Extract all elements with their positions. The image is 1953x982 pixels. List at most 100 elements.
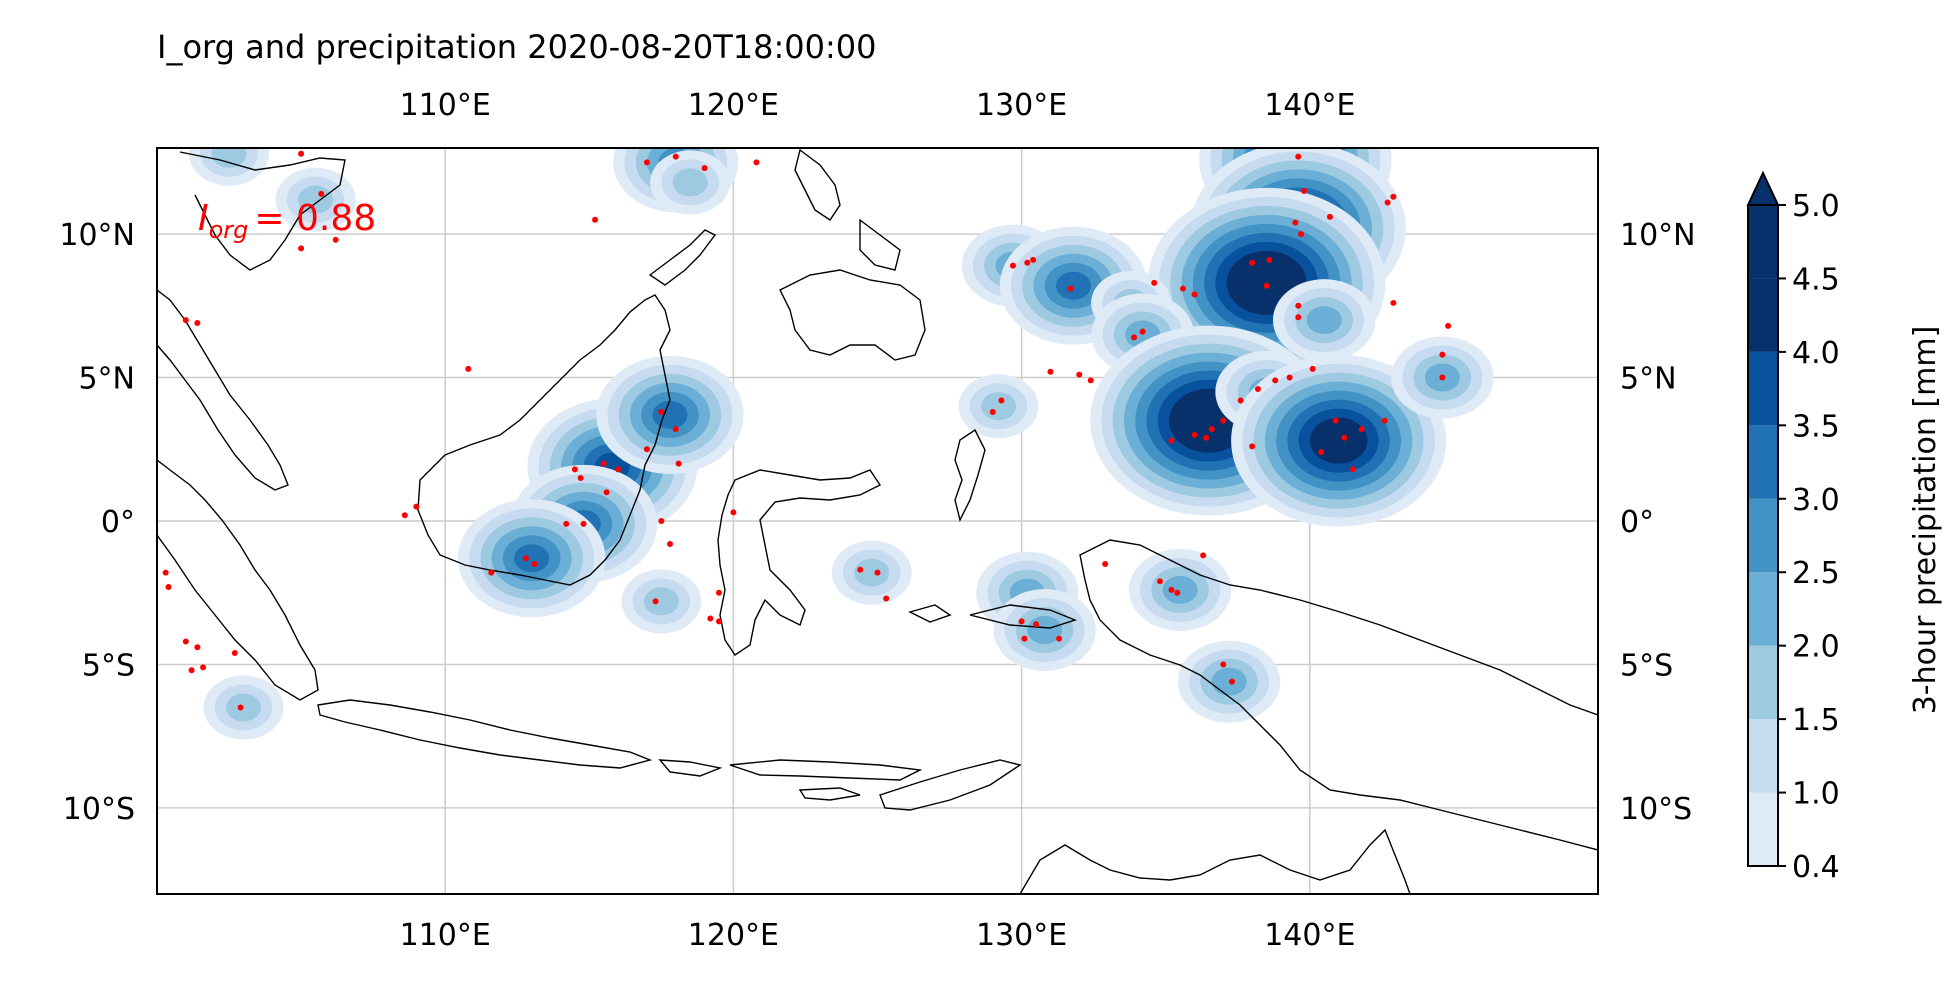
lat-tick-label: 5°N: [78, 362, 135, 397]
colorbar: 0.4 1.0 1.5 2.0 2.5 3.0 3.5 4.0 4.5 5.0: [1746, 170, 1840, 885]
convective-point: [672, 153, 679, 160]
precip-cell: [621, 569, 702, 634]
convective-point: [730, 509, 737, 516]
colorbar-tick-label: 2.0: [1792, 630, 1840, 665]
convective-point: [1047, 368, 1054, 375]
precip-contour: [211, 148, 247, 168]
convective-point: [1332, 417, 1339, 424]
colorbar-tick-label: 4.5: [1792, 262, 1840, 297]
iorg-annotation: Iorg = 0.88: [198, 198, 376, 244]
colorbar-segment: [1748, 425, 1778, 499]
colorbar-tick-label: 5.0: [1792, 189, 1840, 224]
precip-contour: [1321, 426, 1357, 455]
convective-point: [563, 520, 570, 527]
colorbar-tick-label: 3.5: [1792, 409, 1840, 444]
convective-point: [874, 569, 881, 576]
convective-point: [1018, 618, 1025, 625]
convective-point: [1067, 285, 1074, 292]
convective-point: [652, 598, 659, 605]
convective-point: [531, 561, 538, 568]
convective-point: [298, 245, 305, 252]
convective-point: [666, 540, 673, 547]
convective-point: [318, 190, 325, 197]
convective-point: [488, 569, 495, 576]
convective-point: [883, 595, 890, 602]
convective-point: [194, 644, 201, 651]
convective-point: [1168, 586, 1175, 593]
convective-point: [1341, 434, 1348, 441]
convective-point: [1220, 417, 1227, 424]
convective-point: [1200, 552, 1207, 559]
convective-point: [1390, 193, 1397, 200]
convective-point: [1139, 328, 1146, 335]
convective-point: [194, 320, 201, 327]
convective-point: [1381, 417, 1388, 424]
coast-palawan: [648, 229, 717, 286]
coast-timor: [879, 759, 1022, 811]
coast-bali-lombok: [658, 759, 723, 777]
convective-point: [1272, 377, 1279, 384]
convective-point: [571, 466, 578, 473]
coast-malay-peninsula: [157, 289, 289, 491]
colorbar-segment: [1748, 498, 1778, 573]
convective-point: [1439, 351, 1446, 358]
colorbar-extend-arrow: [1746, 170, 1780, 206]
precip-contour: [514, 544, 550, 573]
colorbar-segment: [1748, 719, 1778, 793]
precip-cell: [993, 589, 1096, 672]
convective-point: [1309, 365, 1316, 372]
precip-cell: [1231, 354, 1447, 527]
lon-tick-label: 140°E: [1264, 88, 1355, 123]
convective-point: [182, 638, 189, 645]
lon-tick-label: 120°E: [688, 88, 779, 123]
convective-point: [165, 583, 172, 590]
iorg-value: = 0.88: [254, 198, 376, 239]
colorbar-tick-label: 2.5: [1792, 556, 1840, 591]
lat-tick-label: 0°: [101, 505, 135, 540]
precip-contour: [1162, 575, 1198, 604]
convective-point: [1254, 386, 1261, 393]
convective-point: [332, 236, 339, 243]
convective-point: [1295, 302, 1302, 309]
convective-point: [753, 159, 760, 166]
convective-point: [1203, 434, 1210, 441]
precip-cell: [831, 540, 912, 605]
lat-tick-label: 10°S: [1620, 792, 1692, 827]
lon-tick-label: 120°E: [688, 918, 779, 953]
convective-point: [1156, 578, 1163, 585]
convective-point: [1263, 282, 1270, 289]
precip-cell: [1272, 279, 1376, 362]
convective-point: [1179, 285, 1186, 292]
precip-contour: [1306, 306, 1342, 335]
precip-contour: [672, 168, 708, 197]
coast-seram: [969, 604, 1078, 629]
lat-tick-label: 5°S: [82, 648, 135, 683]
convective-point: [162, 569, 169, 576]
convective-point: [1292, 219, 1299, 226]
convective-points: [162, 150, 1452, 711]
coast-sulawesi: [717, 469, 882, 656]
colorbar-segment: [1748, 645, 1778, 720]
colorbar-segment: [1748, 205, 1778, 279]
convective-point: [1249, 443, 1256, 450]
latitude-ticks-right: 10°N 5°N 0° 5°S 10°S: [1620, 218, 1696, 827]
convective-point: [522, 555, 529, 562]
lon-tick-label: 110°E: [400, 918, 491, 953]
convective-point: [1024, 259, 1031, 266]
convective-point: [615, 466, 622, 473]
convective-point: [1266, 256, 1273, 263]
lat-tick-label: 0°: [1620, 505, 1654, 540]
lat-tick-label: 10°N: [1620, 218, 1696, 253]
colorbar-tick-label: 1.0: [1792, 777, 1840, 812]
convective-point: [643, 446, 650, 453]
coast-java: [317, 699, 653, 769]
convective-point: [707, 615, 714, 622]
colorbar-tick-label: 0.4: [1792, 850, 1840, 885]
convective-point: [1130, 334, 1137, 341]
convective-point: [1298, 231, 1305, 238]
coast-borneo: [417, 294, 671, 586]
convective-point: [1009, 262, 1016, 269]
convective-point: [1076, 371, 1083, 378]
coast-luzon-south: [794, 148, 841, 221]
convective-point: [231, 649, 238, 656]
